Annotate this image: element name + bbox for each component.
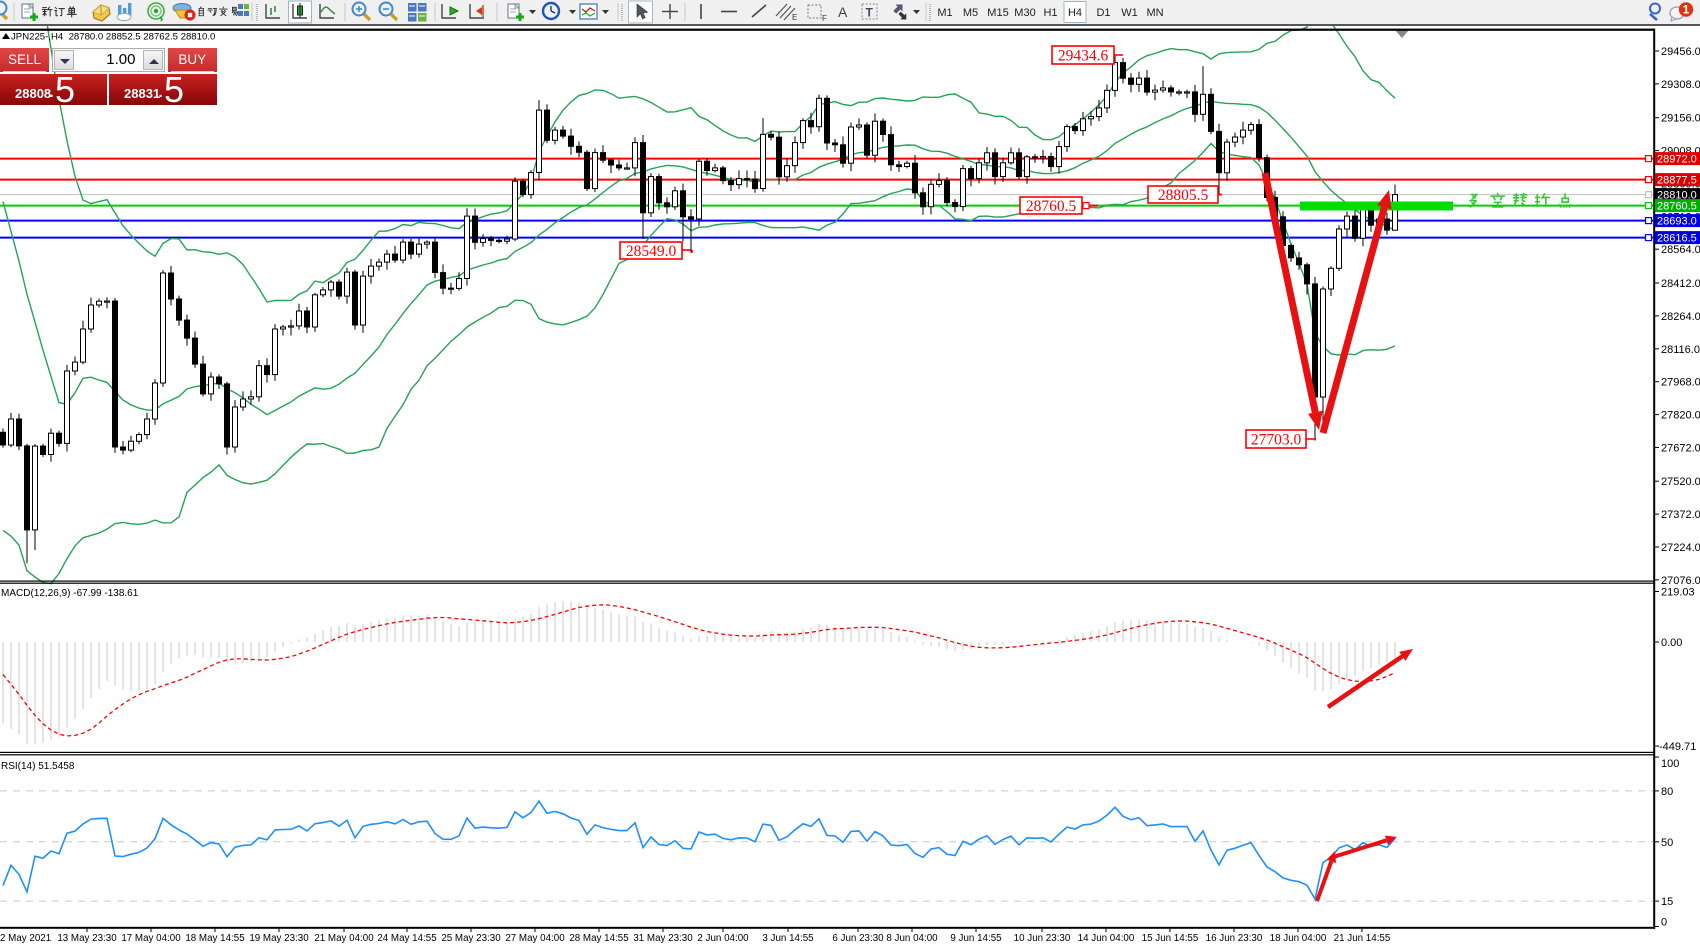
svg-text:24 May 14:55: 24 May 14:55 bbox=[377, 933, 437, 944]
svg-text:29456.0: 29456.0 bbox=[1661, 46, 1700, 58]
svg-text:MACD(12,26,9) -67.99 -138.61: MACD(12,26,9) -67.99 -138.61 bbox=[1, 588, 139, 599]
svg-text:T: T bbox=[866, 6, 874, 20]
svg-text:D1: D1 bbox=[1096, 7, 1110, 19]
svg-text:18 Jun 04:00: 18 Jun 04:00 bbox=[1270, 933, 1327, 944]
svg-text:2 Jun 04:00: 2 Jun 04:00 bbox=[697, 933, 749, 944]
svg-text:0: 0 bbox=[1661, 917, 1667, 929]
svg-text:27 May 04:00: 27 May 04:00 bbox=[505, 933, 565, 944]
svg-text:A: A bbox=[838, 4, 848, 20]
svg-text:19 May 23:30: 19 May 23:30 bbox=[249, 933, 309, 944]
svg-text:25 May 23:30: 25 May 23:30 bbox=[441, 933, 501, 944]
svg-text:H4: H4 bbox=[1068, 7, 1082, 19]
svg-text:21 May 04:00: 21 May 04:00 bbox=[314, 933, 374, 944]
svg-text:29308.0: 29308.0 bbox=[1661, 79, 1700, 91]
svg-text:-449.71: -449.71 bbox=[1659, 741, 1696, 753]
svg-text:MN: MN bbox=[1146, 7, 1163, 19]
svg-text:10 Jun 23:30: 10 Jun 23:30 bbox=[1014, 933, 1071, 944]
svg-text:28693.0: 28693.0 bbox=[1657, 216, 1697, 228]
svg-text:27968.0: 27968.0 bbox=[1661, 377, 1700, 389]
svg-text:28805.5: 28805.5 bbox=[1158, 187, 1209, 204]
svg-text:M1: M1 bbox=[937, 7, 952, 19]
svg-text:15 Jun 14:55: 15 Jun 14:55 bbox=[1142, 933, 1199, 944]
svg-text:E: E bbox=[792, 13, 797, 22]
svg-text:28116.0: 28116.0 bbox=[1661, 344, 1700, 356]
svg-text:28412.0: 28412.0 bbox=[1661, 278, 1700, 290]
svg-text:H1: H1 bbox=[1043, 7, 1057, 19]
svg-text:27672.0: 27672.0 bbox=[1661, 442, 1700, 454]
svg-text:29156.0: 29156.0 bbox=[1661, 113, 1700, 125]
svg-text:28877.5: 28877.5 bbox=[1657, 175, 1697, 187]
svg-text:15: 15 bbox=[1661, 896, 1673, 908]
svg-text:RSI(14) 51.5458: RSI(14) 51.5458 bbox=[1, 761, 75, 772]
svg-text:28 May 14:55: 28 May 14:55 bbox=[569, 933, 629, 944]
svg-text:JPN225-,H4 28780.0 28852.5 28: JPN225-,H4 28780.0 28852.5 28762.5 28810… bbox=[11, 32, 215, 43]
svg-text:3 Jun 14:55: 3 Jun 14:55 bbox=[762, 933, 814, 944]
svg-text:13 May 23:30: 13 May 23:30 bbox=[57, 933, 117, 944]
svg-text:100: 100 bbox=[1661, 758, 1679, 770]
svg-text:27703.0: 27703.0 bbox=[1251, 431, 1302, 448]
svg-text:M15: M15 bbox=[987, 7, 1008, 19]
svg-text:29434.6: 29434.6 bbox=[1058, 47, 1109, 64]
svg-text:27820.0: 27820.0 bbox=[1661, 410, 1700, 422]
svg-text:28564.0: 28564.0 bbox=[1661, 244, 1700, 256]
svg-text:F: F bbox=[822, 14, 827, 23]
svg-text:28549.0: 28549.0 bbox=[626, 243, 677, 260]
svg-text:27520.0: 27520.0 bbox=[1661, 476, 1700, 488]
svg-text:219.03: 219.03 bbox=[1661, 587, 1695, 599]
svg-text:27224.0: 27224.0 bbox=[1661, 542, 1700, 554]
svg-text:W1: W1 bbox=[1121, 7, 1138, 19]
svg-text:28760.5: 28760.5 bbox=[1657, 201, 1697, 213]
svg-text:28264.0: 28264.0 bbox=[1661, 311, 1700, 323]
svg-text:28616.5: 28616.5 bbox=[1657, 233, 1697, 245]
svg-text:0.00: 0.00 bbox=[1661, 637, 1682, 649]
svg-text:18 May 14:55: 18 May 14:55 bbox=[185, 933, 245, 944]
svg-text:6 Jun 23:30: 6 Jun 23:30 bbox=[832, 933, 884, 944]
svg-text:80: 80 bbox=[1661, 786, 1673, 798]
svg-text:2 May 2021: 2 May 2021 bbox=[0, 933, 51, 944]
svg-text:1: 1 bbox=[1683, 3, 1690, 17]
svg-text:28810.0: 28810.0 bbox=[1657, 190, 1697, 202]
svg-text:M5: M5 bbox=[963, 7, 978, 19]
svg-text:14 Jun 04:00: 14 Jun 04:00 bbox=[1078, 933, 1135, 944]
svg-text:28760.5: 28760.5 bbox=[1026, 198, 1077, 215]
svg-text:17 May 04:00: 17 May 04:00 bbox=[121, 933, 181, 944]
svg-text:27372.0: 27372.0 bbox=[1661, 509, 1700, 521]
svg-text:16 Jun 23:30: 16 Jun 23:30 bbox=[1206, 933, 1263, 944]
svg-text:28972.0: 28972.0 bbox=[1657, 154, 1697, 166]
svg-text:21 Jun 14:55: 21 Jun 14:55 bbox=[1334, 933, 1391, 944]
svg-text:8 Jun 04:00: 8 Jun 04:00 bbox=[886, 933, 938, 944]
svg-text:31 May 23:30: 31 May 23:30 bbox=[633, 933, 693, 944]
svg-text:M30: M30 bbox=[1014, 7, 1035, 19]
svg-text:9 Jun 14:55: 9 Jun 14:55 bbox=[950, 933, 1002, 944]
svg-text:27076.0: 27076.0 bbox=[1661, 575, 1700, 587]
svg-text:50: 50 bbox=[1661, 837, 1673, 849]
